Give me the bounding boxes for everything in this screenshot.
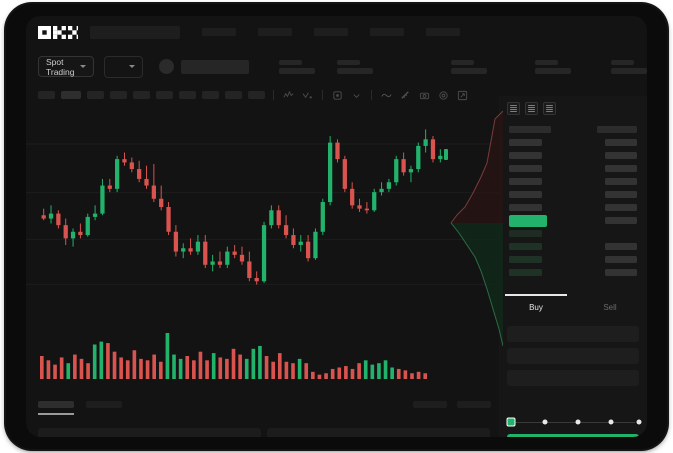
orders-placeholder-2 [267, 428, 490, 437]
orders-tab-bar [26, 393, 499, 415]
tab-open-orders[interactable] [38, 400, 74, 415]
ruler-icon[interactable] [399, 89, 412, 102]
indicator-icon[interactable] [282, 89, 295, 102]
market-stat-3 [451, 59, 487, 74]
top-navigation-bar [26, 16, 647, 48]
timeframe-button-7[interactable] [179, 91, 196, 99]
nav-links [202, 28, 460, 36]
orders-placeholder-1 [38, 428, 261, 437]
orders-tab-actions [413, 400, 491, 408]
trading-mode-label: Spot Trading [46, 56, 75, 77]
toolbar-divider [371, 90, 372, 100]
order-book-row[interactable] [499, 201, 647, 214]
order-book-col-header-left [509, 126, 551, 133]
orders-action-1[interactable] [413, 400, 447, 408]
market-stat-5 [611, 59, 647, 74]
order-book-rows [444, 111, 647, 346]
nav-link-5[interactable] [426, 28, 460, 36]
slider-node-50[interactable] [575, 419, 581, 425]
slider-handle[interactable] [506, 417, 516, 427]
slider-track [511, 421, 635, 423]
line-chart-icon[interactable] [380, 89, 393, 102]
market-stat-4 [535, 59, 571, 74]
order-book-row[interactable] [499, 149, 647, 162]
amount-percent-slider[interactable] [506, 416, 642, 428]
slider-node-75[interactable] [608, 419, 614, 425]
chevron-down-icon [129, 65, 135, 68]
order-book-mode-both-icon[interactable] [507, 102, 520, 115]
market-stats [263, 59, 647, 74]
timeframe-button-4[interactable] [110, 91, 127, 99]
settings-icon[interactable] [437, 89, 450, 102]
order-book-row[interactable] [499, 266, 647, 279]
nav-link-2[interactable] [258, 28, 292, 36]
order-book-row[interactable] [499, 136, 647, 149]
spread-price-highlight [509, 214, 547, 227]
app-screen: Spot Trading [26, 16, 647, 437]
order-book-row[interactable] [499, 227, 647, 240]
order-type-field[interactable] [507, 326, 639, 342]
market-subheader: Spot Trading [26, 48, 647, 85]
toolbar-divider [273, 90, 274, 100]
tab-buy-label: Buy [529, 302, 543, 312]
timeframe-button-3[interactable] [87, 91, 104, 99]
tab-order-history[interactable] [86, 400, 122, 408]
slider-node-25[interactable] [542, 419, 548, 425]
nav-link-4[interactable] [370, 28, 404, 36]
market-stat-1 [279, 59, 315, 74]
order-book-row[interactable] [499, 240, 647, 253]
order-book-mode-group [499, 96, 647, 115]
camera-icon[interactable] [418, 89, 431, 102]
candlestick-chart [26, 129, 499, 379]
device-bezel: Spot Trading [26, 16, 647, 437]
nav-link-3[interactable] [314, 28, 348, 36]
price-chart-panel[interactable] [26, 105, 499, 393]
order-book-row[interactable] [499, 188, 647, 201]
order-book-header-row [499, 123, 647, 136]
order-book-spread-row [499, 214, 647, 227]
tab-buy[interactable]: Buy [499, 294, 573, 320]
order-book-col-header-right [597, 126, 637, 133]
toolbar-divider [322, 90, 323, 100]
trading-pair-select[interactable] [103, 55, 143, 78]
search-input[interactable] [90, 25, 180, 39]
last-price-group [159, 59, 249, 74]
chevron-down-icon[interactable] [350, 89, 363, 102]
price-field[interactable] [507, 348, 639, 364]
slider-node-100[interactable] [636, 419, 642, 425]
order-book-panel: Buy Sell [444, 96, 647, 437]
device-frame: Spot Trading [6, 4, 667, 449]
tab-sell[interactable]: Sell [573, 294, 647, 320]
timeframe-button-5[interactable] [133, 91, 150, 99]
order-book-mode-bids-icon[interactable] [525, 102, 538, 115]
timeframe-button-6[interactable] [156, 91, 173, 99]
order-book-row[interactable] [499, 175, 647, 188]
last-price-value [181, 59, 249, 74]
amount-field[interactable] [507, 370, 639, 386]
tab-sell-label: Sell [603, 302, 617, 312]
order-book-mode-asks-icon[interactable] [543, 102, 556, 115]
timeframe-button-8[interactable] [202, 91, 219, 99]
nav-link-1[interactable] [202, 28, 236, 36]
order-form [507, 326, 639, 392]
timeframe-button-1[interactable] [38, 91, 55, 99]
orders-action-2[interactable] [457, 400, 491, 408]
timeframe-button-10[interactable] [248, 91, 265, 99]
compare-icon[interactable] [301, 89, 314, 102]
market-stat-2 [337, 59, 373, 74]
trading-mode-select[interactable]: Spot Trading [38, 56, 94, 77]
template-icon[interactable] [331, 89, 344, 102]
order-book-row[interactable] [499, 162, 647, 175]
orders-content [26, 428, 499, 437]
timeframe-button-9[interactable] [225, 91, 242, 99]
timeframe-button-2[interactable] [61, 91, 81, 99]
chevron-down-icon [79, 65, 86, 68]
coin-avatar [159, 59, 174, 74]
trade-side-tabs: Buy Sell [499, 294, 647, 320]
order-book-row[interactable] [499, 253, 647, 266]
okx-logo[interactable] [38, 25, 78, 39]
place-order-button[interactable] [507, 434, 639, 437]
fullscreen-icon[interactable] [456, 89, 469, 102]
chart-toolbar [26, 85, 647, 105]
